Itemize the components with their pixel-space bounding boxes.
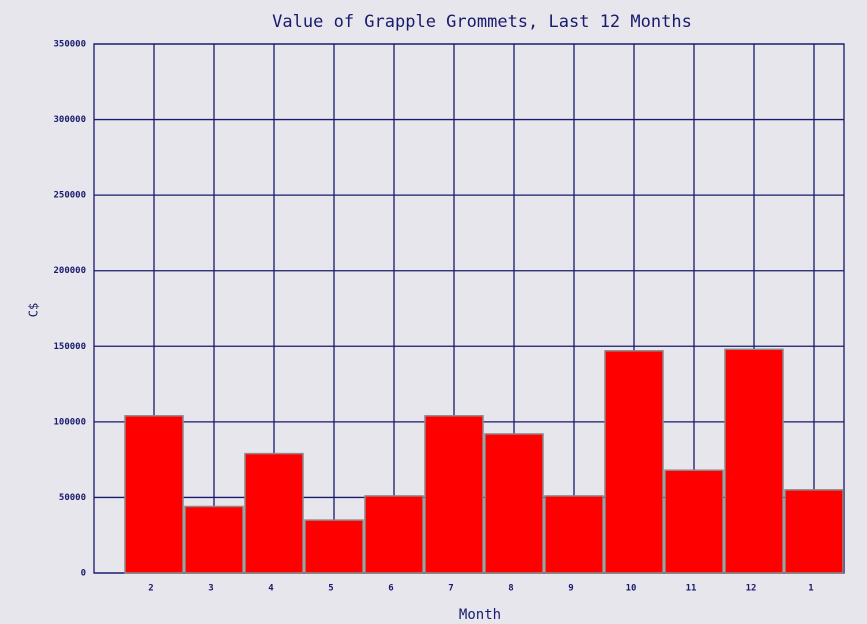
bar [544, 495, 604, 574]
y-axis-label: C$ [27, 303, 41, 317]
x-tick-label: 12 [746, 584, 757, 594]
bar [424, 415, 484, 574]
y-tick-label: 50000 [59, 493, 86, 503]
bar [184, 505, 244, 574]
bar [484, 433, 544, 574]
y-tick-label: 200000 [53, 266, 86, 276]
y-tick-label: 300000 [53, 115, 86, 125]
y-tick-label: 250000 [53, 191, 86, 201]
x-tick-label: 5 [328, 584, 333, 594]
x-tick-label: 6 [388, 584, 393, 594]
bar [664, 469, 724, 574]
x-tick-label: 10 [626, 584, 637, 594]
x-axis-label: Month [459, 607, 501, 623]
bar [244, 452, 304, 574]
x-tick-label: 2 [148, 584, 153, 594]
x-tick-label: 3 [208, 584, 213, 594]
x-tick-label: 11 [686, 584, 697, 594]
x-tick-label: 4 [268, 584, 274, 594]
bar [124, 415, 184, 574]
x-tick-label: 8 [508, 584, 513, 594]
y-tick-label: 100000 [53, 417, 86, 427]
x-tick-label: 1 [808, 584, 813, 594]
bar [364, 495, 424, 574]
y-tick-label: 150000 [53, 342, 86, 352]
bar [604, 350, 664, 574]
bar [784, 489, 844, 574]
bar [724, 348, 784, 574]
y-tick-label: 350000 [53, 40, 86, 50]
bar [304, 519, 364, 574]
y-tick-label: 0 [81, 569, 86, 579]
x-tick-label: 9 [568, 584, 573, 594]
chart-title: Value of Grapple Grommets, Last 12 Month… [272, 12, 692, 32]
x-tick-label: 7 [448, 584, 453, 594]
